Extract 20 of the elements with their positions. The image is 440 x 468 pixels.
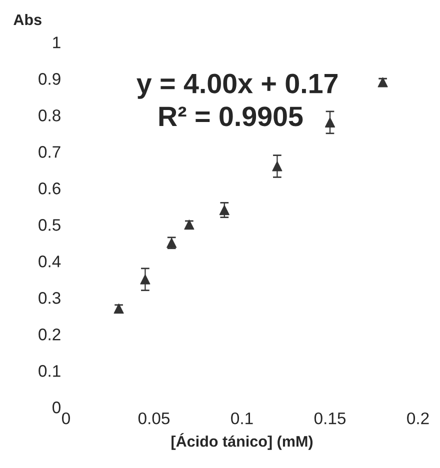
- annotation: R² = 0.9905: [159, 106, 303, 126]
- y-tick-label: 1: [53, 36, 60, 48]
- y-axis-title: Abs: [14, 14, 42, 26]
- y-tick-label: 0.6: [38, 182, 60, 194]
- y-tick-label: 0.9: [38, 73, 60, 85]
- y-tick-label: 0.5: [38, 219, 60, 231]
- y-tick-label: 0.4: [38, 256, 61, 268]
- y-tick-label: 0.2: [38, 328, 60, 340]
- y-tick-label: 0.1: [38, 365, 60, 377]
- y-tick-label: 0.3: [38, 292, 60, 304]
- y-tick-label: 0.7: [38, 146, 60, 158]
- x-tick-label: 0.1: [231, 412, 253, 424]
- x-tick-label: 0: [62, 412, 70, 424]
- x-axis-title: [Ácido tánico] (mM): [172, 433, 313, 450]
- x-tick-label: 0.05: [138, 412, 170, 424]
- y-tick-label: 0.8: [38, 110, 60, 122]
- x-tick-label: 0.2: [407, 412, 429, 424]
- x-tick-label: 0.15: [314, 412, 346, 424]
- y-tick-label: 0: [52, 402, 60, 414]
- annotation: y = 4.00x + 0.17: [136, 74, 338, 99]
